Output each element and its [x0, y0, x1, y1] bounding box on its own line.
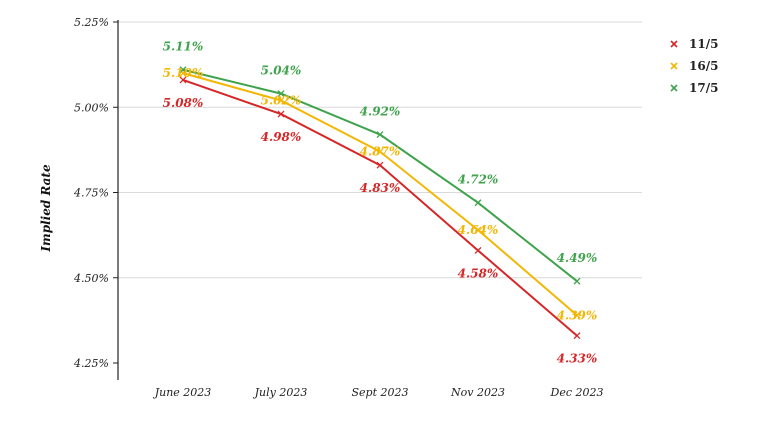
data-label: 5.11%	[163, 40, 204, 54]
series-group	[179, 66, 581, 340]
marker-stroke	[179, 66, 187, 74]
marker-stroke	[376, 148, 384, 156]
legend-label: 16/5	[689, 59, 718, 73]
x-marker	[573, 311, 581, 319]
marker-stroke	[573, 311, 581, 319]
x-tick-label: June 2023	[153, 386, 212, 399]
x-marker	[179, 76, 187, 84]
data-label: 5.02%	[261, 93, 302, 107]
data-label: 4.33%	[557, 352, 598, 366]
data-label: 4.64%	[458, 223, 499, 237]
data-label: 4.83%	[360, 181, 401, 195]
data-label: 4.49%	[557, 251, 598, 265]
x-tick-label: Nov 2023	[450, 386, 505, 399]
legend: 11/5 16/5 17/5	[670, 37, 718, 95]
legend-item: 11/5	[670, 37, 718, 51]
y-tick-label: 5.25%	[74, 16, 109, 29]
legend-item: 17/5	[670, 81, 718, 95]
x-marker	[179, 66, 187, 74]
data-label: 5.10%	[163, 66, 204, 80]
x-marker	[376, 148, 384, 156]
x-marker	[277, 96, 285, 104]
x-axis: June 2023 July 2023 Sept 2023 Nov 2023 Dec 2…	[153, 386, 604, 399]
x-marker	[573, 277, 581, 285]
x-marker	[277, 110, 285, 118]
legend-marker	[670, 84, 678, 92]
y-tick-label: 4.75%	[73, 187, 109, 200]
y-tick-label: 4.25%	[73, 357, 109, 370]
marker-stroke	[179, 76, 187, 84]
data-label: 4.87%	[360, 145, 401, 159]
y-tick-label: 4.50%	[73, 272, 109, 285]
legend-label: 11/5	[689, 37, 718, 51]
y-axis-title: Implied Rate	[39, 164, 53, 253]
y-tick-label: 5.00%	[74, 101, 109, 114]
x-marker	[573, 332, 581, 340]
legend-marker	[670, 40, 678, 48]
legend-item: 16/5	[670, 59, 718, 73]
marker-stroke	[376, 131, 384, 138]
data-label: 4.58%	[458, 266, 499, 280]
x-marker	[376, 161, 384, 169]
marker-stroke	[474, 247, 482, 254]
x-marker	[277, 90, 285, 98]
x-tick-label: Dec 2023	[550, 386, 604, 399]
marker-stroke	[474, 226, 482, 234]
marker-stroke	[573, 277, 581, 285]
marker-stroke	[277, 110, 285, 118]
marker-stroke	[474, 199, 482, 207]
legend-marker	[670, 62, 678, 70]
y-axis: 4.25% 4.50% 4.75% 5.00% 5.25%	[73, 16, 119, 380]
x-marker	[376, 131, 384, 138]
data-label: 5.04%	[261, 64, 302, 78]
x-marker	[474, 199, 482, 207]
marker-stroke	[277, 90, 285, 98]
gridlines	[118, 21, 642, 279]
x-tick-label: July 2023	[253, 386, 308, 399]
data-label: 4.92%	[360, 105, 401, 119]
x-tick-label: Sept 2023	[352, 386, 409, 399]
legend-label: 17/5	[689, 81, 718, 95]
data-label: 4.98%	[261, 130, 302, 144]
data-label: 5.08%	[163, 96, 204, 110]
x-marker	[474, 247, 482, 254]
marker-stroke	[573, 332, 581, 340]
data-label: 4.39%	[557, 308, 598, 322]
marker-stroke	[376, 161, 384, 169]
x-marker	[474, 226, 482, 234]
data-labels: 5.08% 4.98% 4.83% 4.58% 4.33% 5.10% 5.02% 4.87%…	[163, 40, 598, 366]
data-label: 4.72%	[458, 173, 499, 187]
marker-stroke	[277, 96, 285, 104]
